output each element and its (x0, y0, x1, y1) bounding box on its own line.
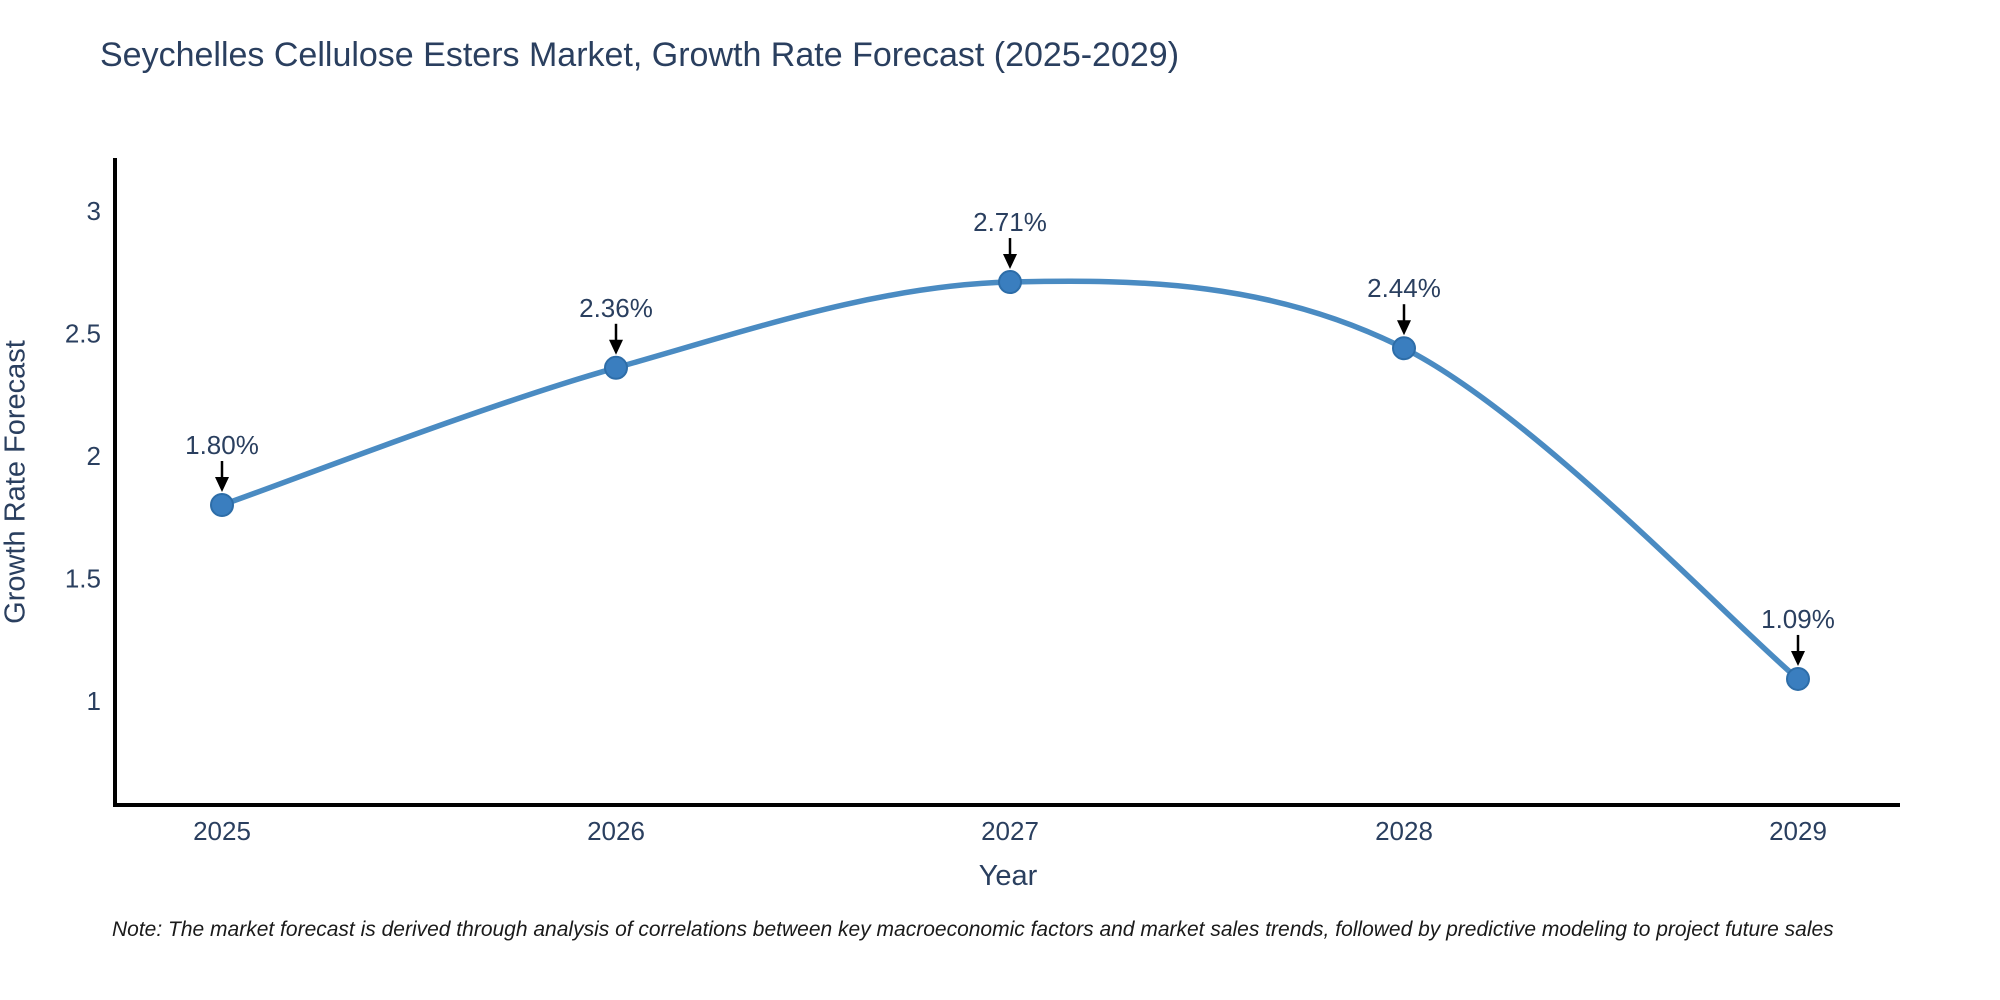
data-point-marker (210, 493, 234, 517)
data-point-label: 1.09% (1761, 604, 1835, 634)
data-point-marker (1786, 666, 1810, 691)
x-axis-title: Year (978, 860, 1038, 892)
y-tick-label: 3 (87, 196, 101, 226)
footnote: Note: The market forecast is derived thr… (112, 918, 1834, 941)
x-tick-label: 2028 (1375, 816, 1433, 846)
data-point-label: 1.80% (185, 430, 259, 460)
x-tick-label: 2026 (587, 816, 645, 846)
annotation-arrow-head (609, 339, 623, 355)
annotation-arrow-head (215, 477, 229, 492)
y-tick-label: 2.5 (65, 319, 101, 349)
data-point-marker (1392, 336, 1416, 361)
data-point-label: 2.71% (973, 207, 1047, 237)
chart-title: Seychelles Cellulose Esters Market, Grow… (100, 36, 1180, 74)
y-axis-title: Growth Rate Forecast (0, 340, 32, 624)
x-tick-label: 2025 (193, 816, 251, 846)
y-tick-label: 1.5 (65, 564, 101, 594)
data-point-label: 2.44% (1367, 273, 1441, 303)
data-point-label: 2.36% (579, 293, 653, 323)
y-tick-label: 2 (87, 441, 101, 471)
y-tick-label: 1 (87, 686, 101, 716)
x-tick-label: 2027 (981, 816, 1039, 846)
annotation-arrow-head (1397, 320, 1411, 336)
annotation-arrow-head (1791, 650, 1805, 666)
annotation-arrow-head (1003, 254, 1017, 270)
series-line (221, 278, 1800, 682)
data-point-marker (604, 355, 628, 380)
data-point-marker (998, 270, 1022, 295)
x-tick-label: 2029 (1769, 816, 1827, 846)
